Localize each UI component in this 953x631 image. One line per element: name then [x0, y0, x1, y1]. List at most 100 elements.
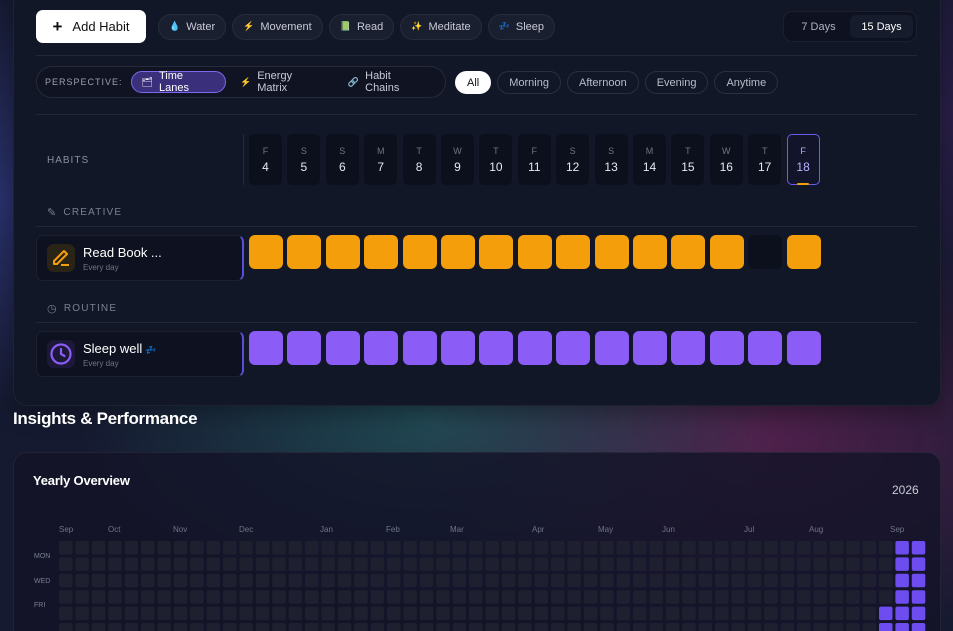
tod-evening[interactable]: Evening — [644, 71, 709, 94]
habit-cell-done[interactable] — [556, 235, 591, 269]
day-number: 6 — [338, 159, 346, 174]
perspective-energy-matrix[interactable]: ⚡ Energy Matrix — [230, 70, 334, 94]
lightning-icon: ⚡ — [243, 21, 255, 31]
habit-cell-done[interactable] — [364, 235, 399, 269]
day-number: 12 — [566, 159, 580, 174]
day-column: T 10 — [479, 134, 513, 185]
perspective-option-label: Energy Matrix — [257, 70, 293, 94]
habit-name: Sleep well 💤 — [83, 341, 156, 356]
divider — [36, 114, 917, 115]
day-letter: S — [569, 145, 576, 156]
divider — [243, 134, 244, 185]
habit-cell-done[interactable] — [748, 331, 783, 365]
range-option-15-days[interactable]: 15 Days — [850, 15, 913, 38]
habit-cell-done[interactable] — [671, 331, 706, 365]
habit-frequency: Every day — [83, 263, 119, 272]
habit-name-text: Sleep well — [83, 341, 143, 356]
perspective-habit-chains[interactable]: 🔗 Habit Chains — [338, 70, 437, 94]
day-letter: S — [608, 145, 615, 156]
habit-cell-done[interactable] — [709, 235, 744, 269]
lightning-icon: ⚡ — [240, 76, 252, 87]
habit-cell-done[interactable] — [556, 331, 591, 365]
habits-header: HABITS — [47, 155, 90, 166]
filter-chip-sleep[interactable]: 💤 Sleep — [487, 13, 556, 40]
habit-cell-done[interactable] — [671, 235, 706, 269]
habit-row-read-book[interactable]: Read Book ... Every day — [36, 235, 244, 281]
habit-cell-done[interactable] — [287, 331, 322, 365]
habit-frequency: Every day — [83, 359, 119, 368]
zzz-icon: 💤 — [145, 345, 157, 355]
habit-cell-done[interactable] — [249, 235, 283, 269]
add-habit-button[interactable]: + Add Habit — [36, 10, 146, 43]
habit-cell-done[interactable] — [325, 235, 360, 269]
day-column: T 15 — [671, 134, 705, 185]
group-header-creative: ✎ CREATIVE — [47, 206, 122, 219]
yearly-overview-title: Yearly Overview — [33, 473, 130, 488]
divider — [36, 226, 917, 227]
habit-cell-done[interactable] — [402, 331, 437, 365]
day-letter: W — [722, 145, 731, 156]
habit-cell-done[interactable] — [402, 235, 437, 269]
weekday-label: MON — [34, 553, 51, 560]
habit-cell-done[interactable] — [479, 235, 514, 269]
day-letter: F — [262, 145, 269, 156]
month-label: May — [598, 525, 614, 534]
month-label: Aug — [809, 525, 824, 534]
pencil-icon: ✎ — [47, 207, 58, 219]
pencil-icon — [47, 244, 75, 272]
filter-chip-read[interactable]: 📗 Read — [328, 13, 395, 40]
habit-cell-done[interactable] — [441, 331, 475, 365]
day-letter: W — [453, 145, 462, 156]
habit-cell-done[interactable] — [364, 331, 399, 365]
year-selector[interactable]: 2026 — [892, 483, 919, 497]
filter-chip-water[interactable]: 💧 Water — [158, 13, 227, 40]
tod-anytime[interactable]: Anytime — [714, 71, 779, 94]
month-label: Nov — [173, 525, 188, 534]
clock-icon — [47, 340, 75, 368]
habit-cell-done[interactable] — [633, 331, 667, 365]
divider — [36, 55, 917, 56]
month-label: Feb — [386, 525, 400, 534]
day-number: 15 — [681, 159, 695, 174]
perspective-time-lanes[interactable]: 🗂 Time Lanes — [130, 70, 226, 94]
month-label: Jun — [662, 525, 675, 534]
habit-cell-done[interactable] — [325, 331, 360, 365]
filter-chip-movement[interactable]: ⚡ Movement — [232, 13, 323, 40]
day-number: 8 — [415, 159, 423, 174]
range-option-7-days[interactable]: 7 Days — [801, 20, 836, 33]
add-habit-label: Add Habit — [72, 19, 130, 34]
habit-cell-done[interactable] — [517, 235, 552, 269]
habit-cell-done[interactable] — [479, 331, 514, 365]
day-letter: S — [300, 145, 307, 156]
habit-cell-done[interactable] — [594, 235, 629, 269]
habit-cell-done[interactable] — [594, 331, 629, 365]
day-number: 18 — [796, 159, 810, 174]
insights-title: Insights & Performance — [13, 409, 198, 428]
day-letter: M — [645, 145, 654, 156]
habit-cell-done[interactable] — [786, 235, 821, 269]
habit-cell-missed[interactable] — [748, 235, 783, 269]
day-column: S 12 — [556, 134, 590, 185]
habit-cell-done[interactable] — [786, 331, 821, 365]
tod-afternoon[interactable]: Afternoon — [566, 71, 639, 94]
habit-cell-done[interactable] — [633, 235, 667, 269]
tod-morning[interactable]: Morning — [497, 71, 561, 94]
day-column-today: F 18 — [786, 134, 820, 185]
habit-name: Read Book ... — [83, 245, 162, 260]
habit-cell-done[interactable] — [709, 331, 744, 365]
habit-row-sleep-well[interactable]: Sleep well 💤 Every day — [36, 331, 244, 377]
range-toggle: 7 Days 15 Days — [783, 11, 917, 42]
habit-cell-done[interactable] — [517, 331, 552, 365]
habit-cell-done[interactable] — [441, 235, 475, 269]
month-label: Dec — [239, 525, 254, 534]
divider — [36, 322, 917, 323]
habit-cell-done[interactable] — [249, 331, 283, 365]
habit-cell-done[interactable] — [287, 235, 322, 269]
tod-all[interactable]: All — [455, 71, 492, 94]
plus-icon: + — [52, 17, 63, 36]
filter-chip-meditate[interactable]: ✨ Meditate — [400, 13, 482, 40]
filter-label: Movement — [260, 20, 312, 33]
day-number: 14 — [642, 159, 657, 174]
